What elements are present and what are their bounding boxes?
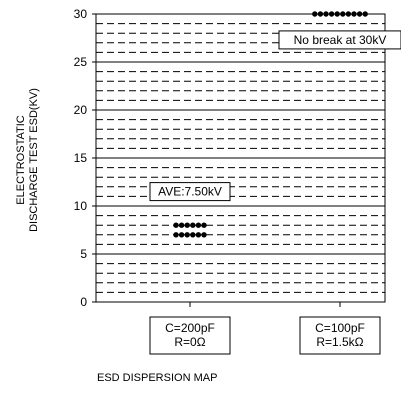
y-tick-label: 10 (74, 199, 88, 213)
y-axis-title-line: DISCHARGE TEST ESD(KV) (28, 88, 40, 232)
data-point (184, 232, 190, 238)
data-point (195, 222, 202, 228)
data-point (328, 11, 335, 17)
data-points (173, 11, 368, 238)
data-point (190, 232, 196, 238)
grid-lines (96, 23, 385, 293)
y-tick-label: 0 (80, 295, 87, 309)
data-point (173, 232, 179, 238)
category-label: C=100pF (315, 321, 365, 335)
data-point (356, 11, 363, 17)
y-axis-ticks: 0 5 10 15 20 25 30 (74, 7, 96, 309)
data-point (184, 222, 190, 228)
data-point (201, 222, 207, 228)
data-point (201, 232, 207, 238)
y-tick-label: 25 (74, 55, 88, 69)
annotation-box (149, 182, 231, 202)
data-point (190, 222, 196, 228)
data-point (340, 11, 346, 17)
y-axis-title: ELECTROSTATIC DISCHARGE TEST ESD(KV) (15, 88, 40, 232)
data-point (173, 222, 179, 228)
data-point (351, 11, 357, 17)
data-point (312, 11, 318, 17)
y-tick-label: 5 (80, 247, 87, 261)
annotation-text: AVE:7.50kV (158, 185, 222, 199)
data-point (317, 11, 324, 17)
y-tick-label: 20 (74, 103, 88, 117)
data-point (178, 222, 185, 228)
data-point (345, 11, 352, 17)
annotation-text: No break at 30kV (294, 33, 387, 47)
category-label: C=200pF (165, 321, 215, 335)
category-label: R=0Ω (174, 335, 205, 349)
data-point (178, 232, 185, 238)
category-label-box (149, 316, 231, 355)
data-point (362, 11, 368, 17)
annotation-box (278, 30, 401, 50)
category-label: R=1.5kΩ (316, 335, 363, 349)
y-axis-label: ELECTROSTATIC DISCHARGE TEST ESD(KV) (15, 88, 40, 232)
y-tick-label: 15 (74, 151, 88, 165)
category-label-box (299, 316, 381, 355)
annotations: AVE:7.50kV No break at 30kV (149, 30, 401, 202)
y-tick-label: 30 (74, 7, 88, 21)
y-axis-title-line: ELECTROSTATIC (15, 115, 27, 204)
data-point (334, 11, 340, 17)
chart-caption: ESD DISPERSION MAP (97, 372, 218, 384)
data-point (323, 11, 329, 17)
data-point (195, 232, 202, 238)
